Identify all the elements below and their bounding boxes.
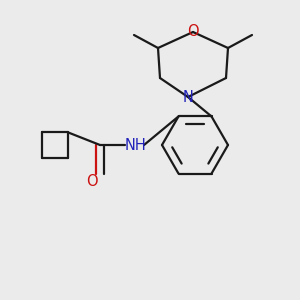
Text: O: O (86, 175, 98, 190)
Text: O: O (187, 23, 199, 38)
Text: N: N (183, 89, 194, 104)
Text: NH: NH (124, 137, 146, 152)
